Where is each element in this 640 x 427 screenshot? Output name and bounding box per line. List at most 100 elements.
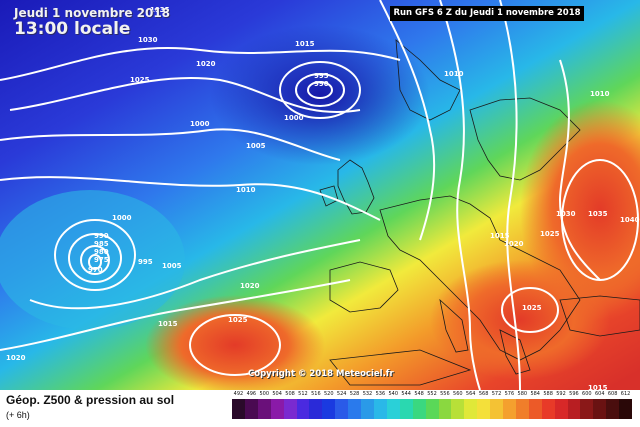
scale-value: 516 — [311, 391, 321, 397]
scale-swatch — [244, 399, 258, 419]
scale-swatch — [425, 399, 439, 419]
svg-text:1005: 1005 — [162, 262, 182, 270]
svg-text:1025: 1025 — [228, 316, 248, 324]
svg-text:1025: 1025 — [540, 230, 560, 238]
scale-value: 540 — [388, 391, 399, 397]
scale-value: 588 — [543, 391, 553, 397]
map-header: Jeudi 1 novembre 2018 13:00 locale — [14, 6, 170, 38]
scale-swatch — [606, 399, 620, 419]
scale-value: 552 — [427, 391, 437, 397]
scale-value: 612 — [620, 391, 631, 397]
low-pressure-core — [210, 25, 430, 165]
weather-map: 1035 1030 1025 1020 1015 1010 1005 1000 … — [0, 0, 640, 390]
svg-text:1040: 1040 — [620, 216, 640, 224]
scale-swatch — [477, 399, 491, 419]
scale-value: 536 — [375, 391, 386, 397]
scale-value: 580 — [517, 391, 528, 397]
svg-text:1010: 1010 — [590, 90, 610, 98]
color-scale — [232, 399, 633, 419]
svg-text:1015: 1015 — [158, 320, 178, 328]
scale-value: 500 — [259, 391, 270, 397]
scale-value: 532 — [362, 391, 373, 397]
scale-swatch — [580, 399, 594, 419]
scale-value: 492 — [233, 391, 244, 397]
scale-swatch — [451, 399, 465, 419]
run-info-box: Run GFS 6 Z du Jeudi 1 novembre 2018 — [390, 6, 584, 21]
scale-value: 608 — [607, 391, 618, 397]
map-title: Géop. Z500 & pression au sol — [6, 393, 175, 407]
scale-value: 600 — [582, 391, 592, 397]
scale-swatch — [373, 399, 387, 419]
svg-text:1030: 1030 — [556, 210, 576, 218]
svg-text:970: 970 — [88, 266, 103, 274]
svg-text:1020: 1020 — [196, 60, 216, 68]
svg-text:1015: 1015 — [295, 40, 315, 48]
scale-value: 512 — [298, 391, 308, 397]
scale-swatch — [554, 399, 568, 419]
copyright-label: Copyright © 2018 Meteociel.fr — [248, 369, 394, 379]
svg-text:1020: 1020 — [6, 354, 26, 362]
isobar-labels: 1035 1030 1025 1020 1015 1010 1005 1000 … — [6, 6, 640, 390]
scale-swatch — [309, 399, 323, 419]
scale-value: 556 — [440, 391, 450, 397]
svg-text:1010: 1010 — [236, 186, 256, 194]
scale-swatch — [386, 399, 400, 419]
scale-swatch — [270, 399, 284, 419]
scale-value: 496 — [246, 391, 257, 397]
scale-swatch — [232, 399, 245, 419]
warm-pool-atlantic — [145, 295, 325, 390]
svg-text:1035: 1035 — [588, 210, 608, 218]
atlantic-low-band — [0, 190, 185, 330]
svg-text:995: 995 — [314, 72, 329, 80]
svg-text:1000: 1000 — [190, 120, 210, 128]
scale-swatch — [438, 399, 452, 419]
scale-swatch — [296, 399, 310, 419]
scale-swatch — [335, 399, 349, 419]
scale-value: 604 — [594, 391, 605, 397]
svg-text:1000: 1000 — [112, 214, 132, 222]
svg-text:1015: 1015 — [588, 384, 608, 390]
svg-text:1025: 1025 — [130, 76, 150, 84]
scale-value: 584 — [530, 391, 540, 397]
color-scale-labels: 492 496 500 504 508 512 516 520 524 528 532 536 540 5… — [232, 391, 632, 399]
scale-swatch — [464, 399, 478, 419]
scale-swatch — [528, 399, 542, 419]
scale-value: 564 — [465, 391, 476, 397]
scale-value: 596 — [569, 391, 579, 397]
scale-swatch — [322, 399, 336, 419]
date-label: Jeudi 1 novembre 2018 — [14, 6, 171, 20]
scale-swatch — [361, 399, 374, 419]
scale-swatch — [283, 399, 297, 419]
map-subtitle: (+ 6h) — [6, 410, 30, 420]
scale-swatch — [412, 399, 426, 419]
svg-text:1020: 1020 — [504, 240, 524, 248]
scale-value: 508 — [285, 391, 295, 397]
scale-swatch — [593, 399, 607, 419]
svg-text:1005: 1005 — [246, 142, 266, 150]
svg-text:980: 980 — [94, 248, 109, 256]
svg-text:990: 990 — [314, 80, 329, 88]
scale-swatch — [399, 399, 413, 419]
isobars — [0, 0, 638, 390]
scale-swatch — [348, 399, 362, 419]
scale-value: 576 — [504, 391, 515, 397]
scale-value: 572 — [491, 391, 502, 397]
svg-text:990: 990 — [94, 232, 109, 240]
scale-swatch — [257, 399, 271, 419]
scale-value: 592 — [556, 391, 566, 397]
svg-text:1010: 1010 — [444, 70, 464, 78]
scale-value: 528 — [349, 391, 360, 397]
scale-value: 524 — [336, 391, 347, 397]
svg-text:995: 995 — [138, 258, 153, 266]
scale-swatch — [490, 399, 504, 419]
svg-text:1000: 1000 — [284, 114, 304, 122]
scale-value: 520 — [323, 391, 334, 397]
scale-swatch — [541, 399, 555, 419]
legend-panel: Géop. Z500 & pression au sol (+ 6h) 492 4… — [0, 390, 640, 427]
svg-text:1025: 1025 — [522, 304, 542, 312]
svg-text:1020: 1020 — [240, 282, 260, 290]
warm-pool-mediterranean — [430, 260, 610, 380]
scale-swatch — [567, 399, 581, 419]
scale-swatch — [515, 399, 529, 419]
